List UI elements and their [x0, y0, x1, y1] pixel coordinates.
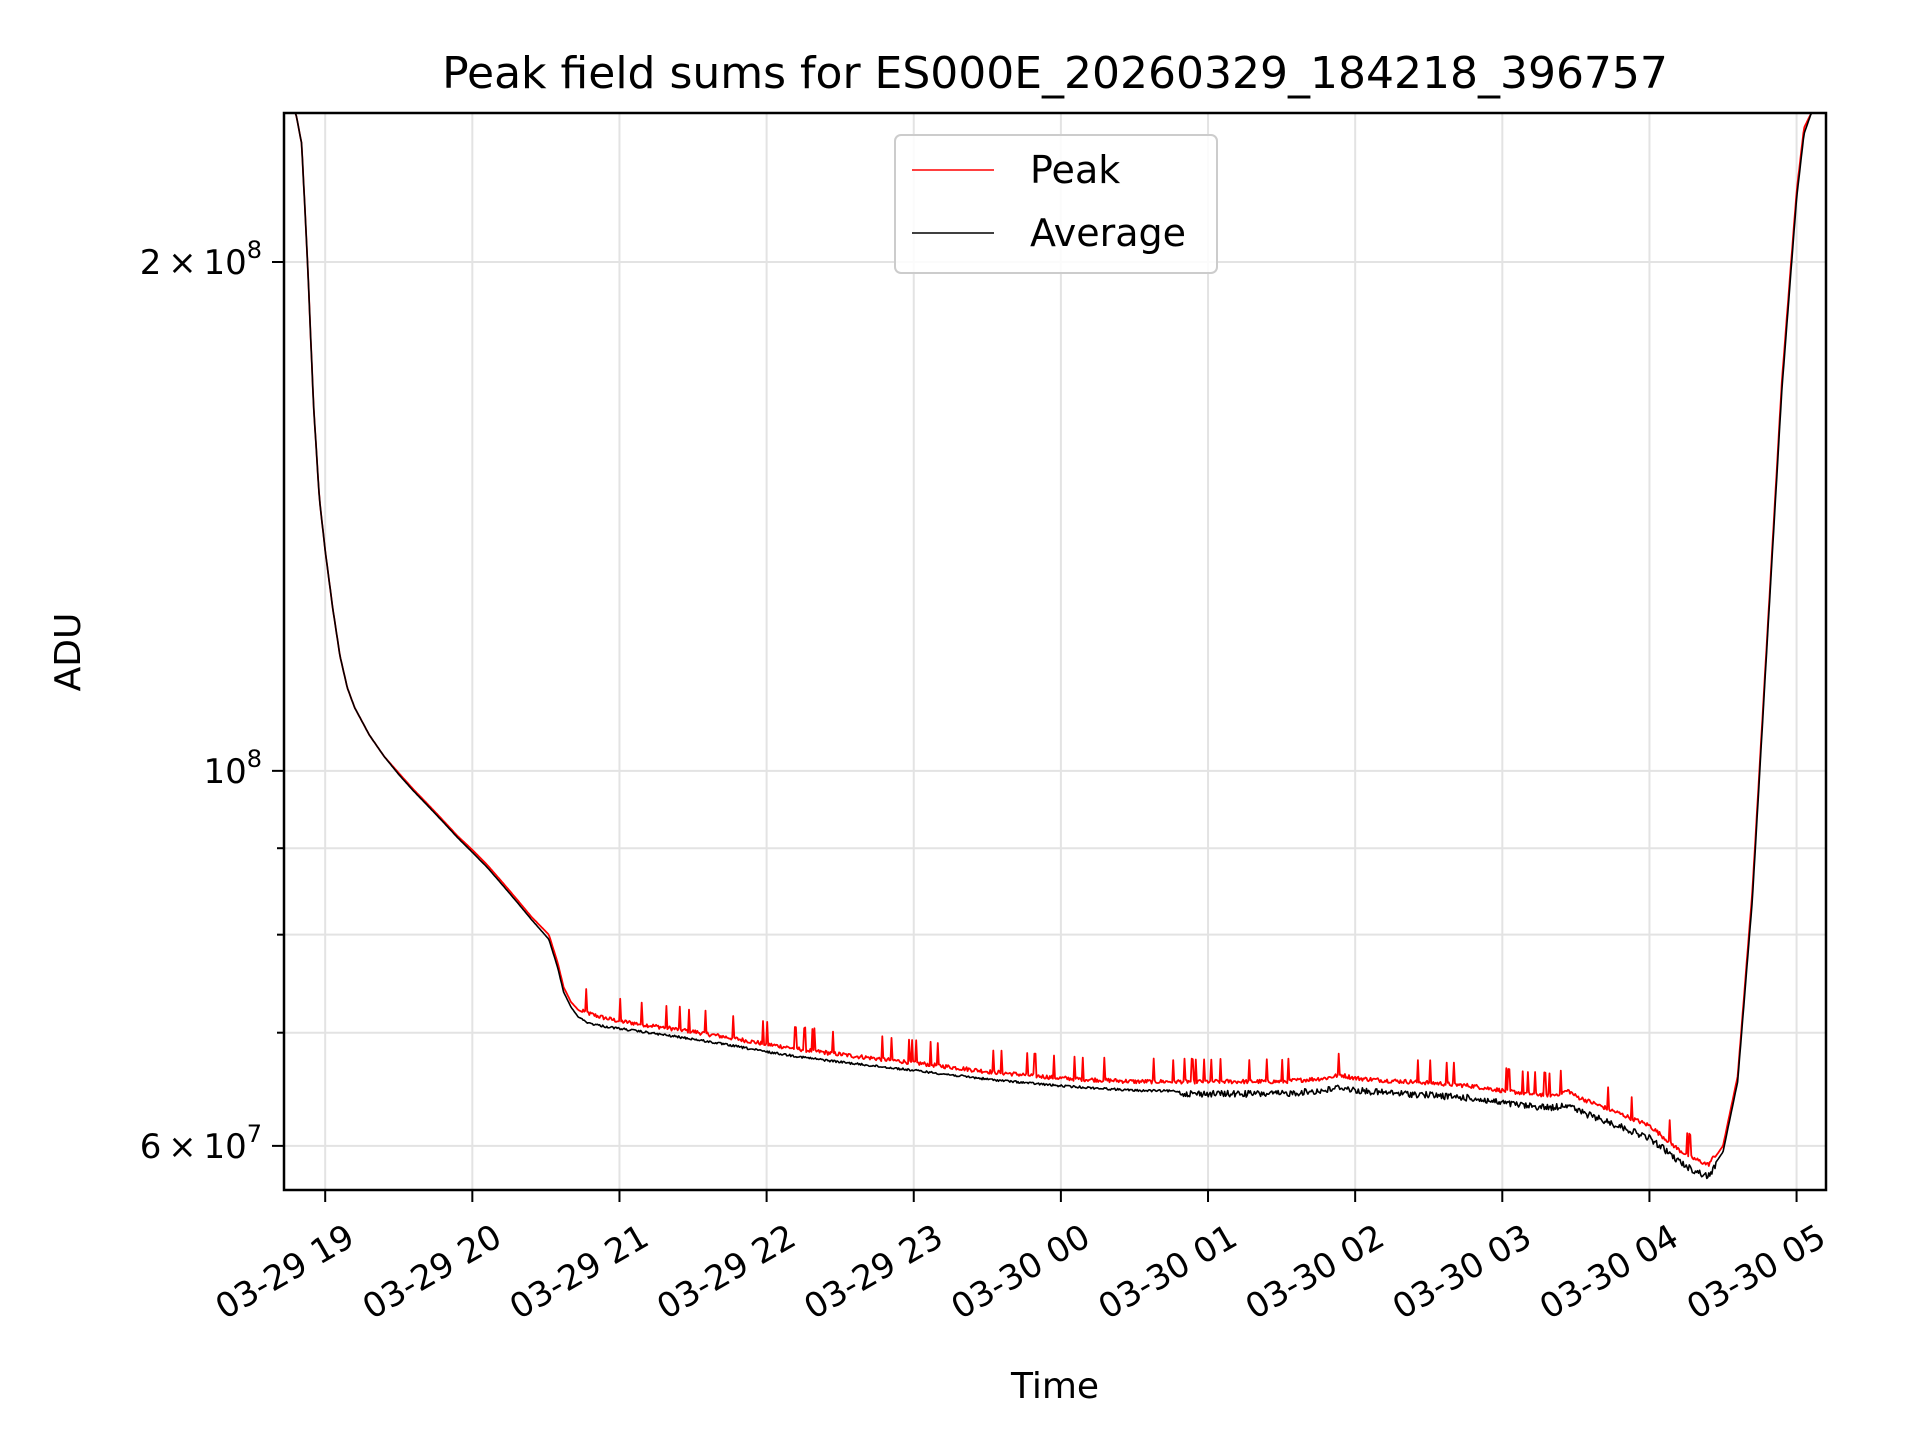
- y-tick-label: 108: [203, 745, 262, 792]
- plot-frame: [282, 111, 1828, 1192]
- legend-label-average: Average: [1030, 211, 1186, 255]
- series-lines: [284, 113, 1826, 1180]
- legend-label-peak: Peak: [1030, 148, 1120, 192]
- chart-title: Peak field sums for ES000E_20260329_1842…: [442, 48, 1668, 99]
- series-line-average: [284, 113, 1826, 1180]
- x-axis-label: Time: [1010, 1366, 1099, 1407]
- y-tick-label: 2 × 108: [140, 236, 262, 283]
- series-line-peak: [284, 113, 1826, 1167]
- y-axis: 6 × 107 108 2 × 108: [140, 236, 284, 1167]
- legend: Peak Average: [894, 134, 1218, 274]
- y-tick-label: 6 × 107: [140, 1120, 262, 1167]
- y-axis-label: ADU: [48, 613, 89, 692]
